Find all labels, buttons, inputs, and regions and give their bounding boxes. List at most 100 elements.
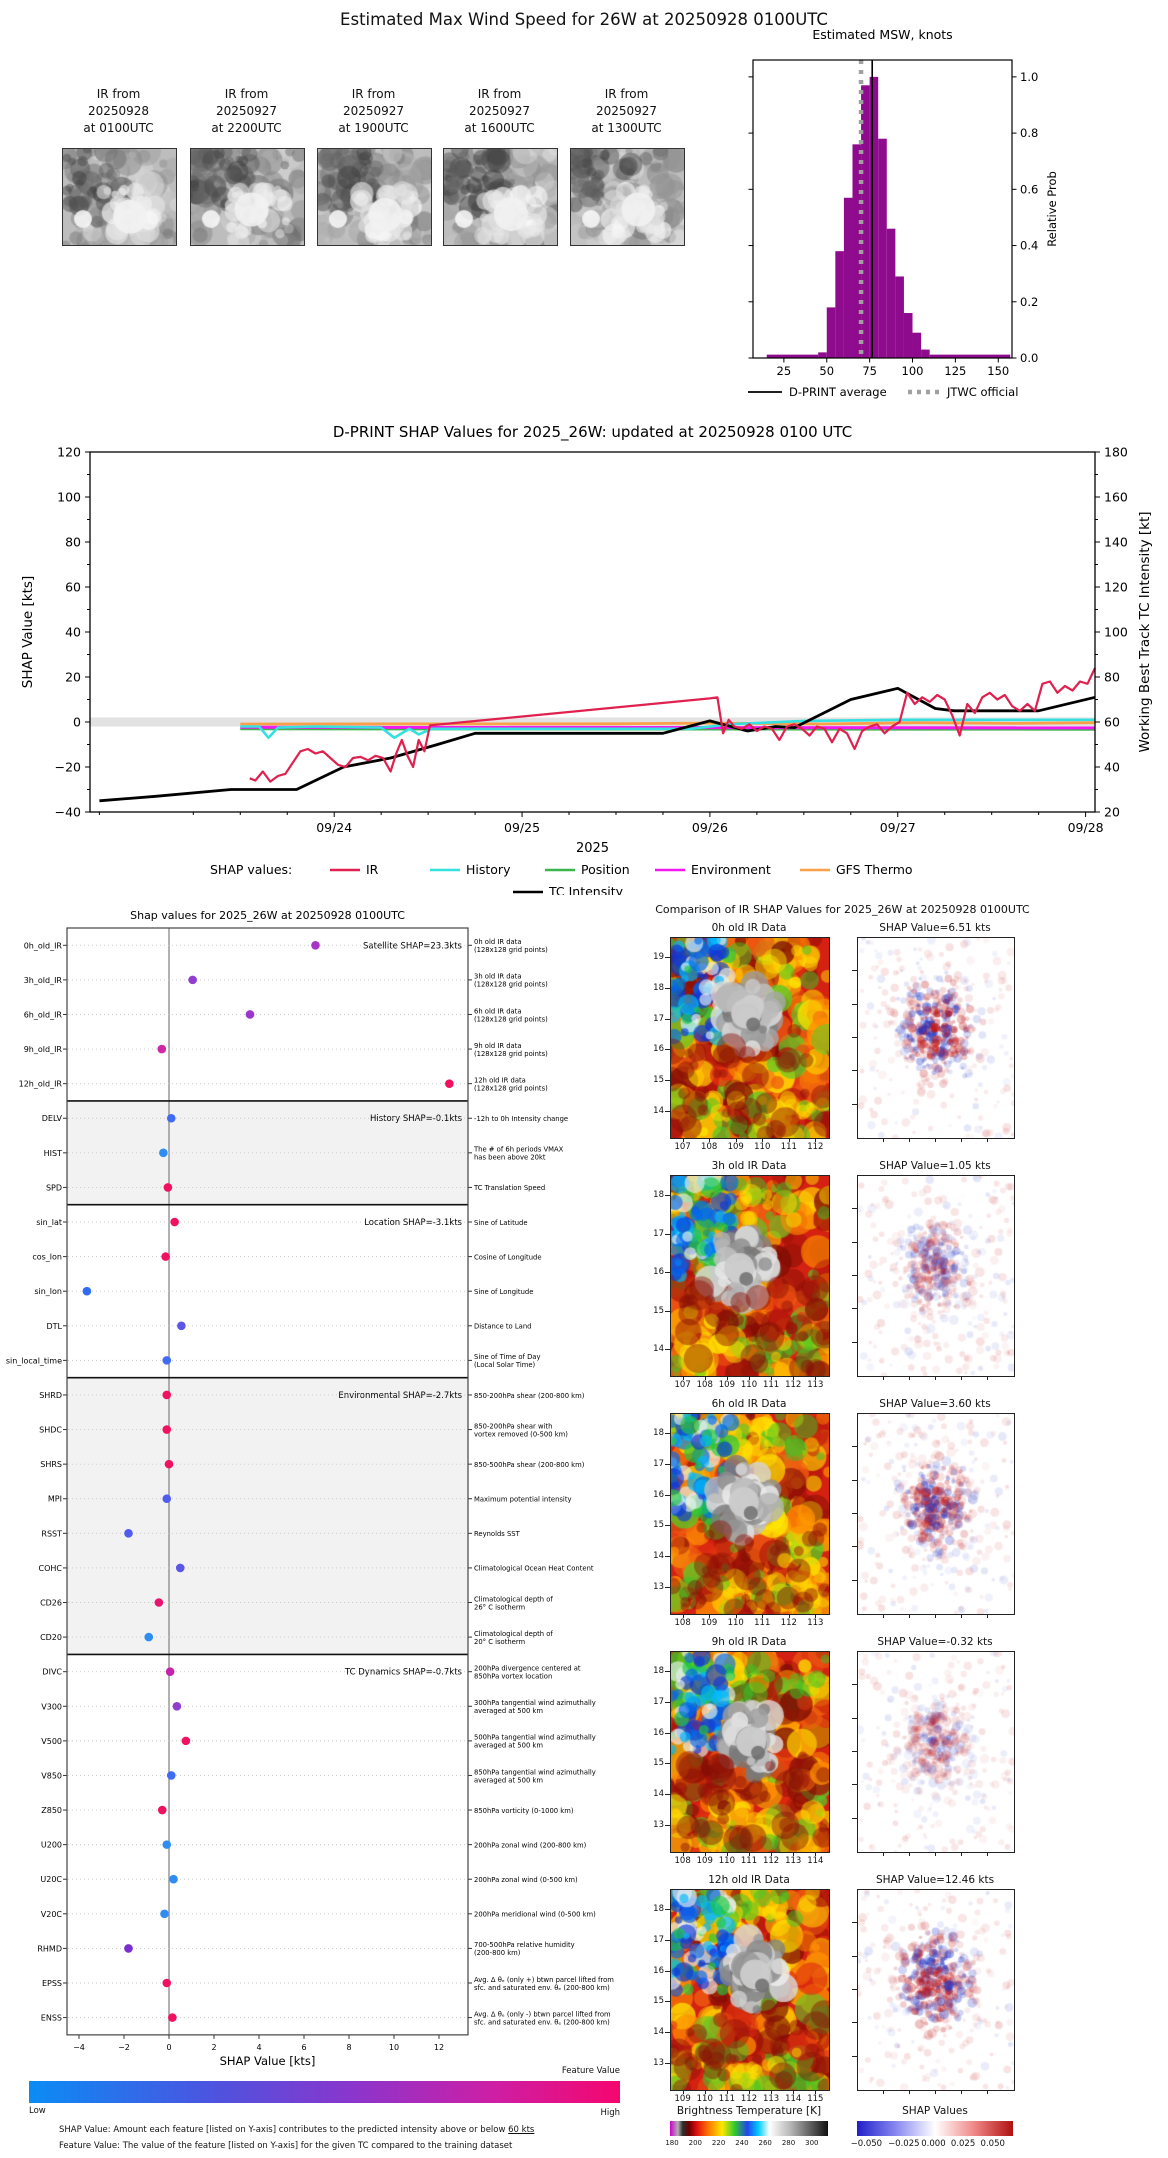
ir-map-ytick: 16 [653, 1044, 664, 1055]
svg-text:120: 120 [1104, 580, 1128, 595]
ir-map-xtick: 112 [807, 1142, 824, 1152]
bt-colorbar-title: Brightness Temperature [K] [676, 2105, 822, 2117]
ir-data-map [670, 1175, 830, 1377]
ir-map-ytick: 13 [653, 1582, 664, 1592]
svg-text:12h_old_IR: 12h_old_IR [19, 1080, 63, 1089]
svg-text:U200: U200 [41, 1841, 62, 1850]
ir-map-xtick: 112 [785, 1380, 802, 1390]
svg-text:has been above 20kt: has been above 20kt [474, 1154, 546, 1162]
ir-map-ytick: 14 [653, 1106, 664, 1116]
ir-map-ytick: 16 [653, 1267, 664, 1277]
svg-text:SHRD: SHRD [39, 1391, 62, 1400]
svg-text:Sine of Latitude: Sine of Latitude [474, 1219, 528, 1227]
svg-text:12h old IR data: 12h old IR data [474, 1076, 526, 1084]
ir-map-ytick: 18 [653, 1904, 664, 1914]
svg-text:6h old IR data: 6h old IR data [474, 1007, 522, 1015]
bt-colorbar-tick: 300 [805, 2139, 819, 2147]
ir-map-xtick: 111 [762, 1380, 780, 1390]
svg-text:850-200hPa shear (200-800 km): 850-200hPa shear (200-800 km) [474, 1392, 585, 1400]
svg-text:(128x128 grid points): (128x128 grid points) [474, 1084, 548, 1092]
ir-map-xtick: 108 [674, 1618, 691, 1628]
svg-text:DELV: DELV [42, 1114, 63, 1123]
svg-text:Environmental SHAP=-2.7kts: Environmental SHAP=-2.7kts [338, 1391, 462, 1401]
feature-value-high-label: High [600, 2108, 620, 2118]
svg-text:1.0: 1.0 [1020, 70, 1038, 84]
svg-text:0h_old_IR: 0h_old_IR [24, 941, 63, 950]
svg-text:Location SHAP=-3.1kts: Location SHAP=-3.1kts [364, 1218, 462, 1228]
ir-map-xtick: 110 [718, 1856, 735, 1866]
ir-map-xtick: 107 [674, 1142, 691, 1152]
ir-map-ytick: 18 [653, 1666, 664, 1676]
footnote-underline-60kts: 60 kts [508, 2125, 535, 2135]
svg-text:−2: −2 [118, 2043, 130, 2052]
svg-text:25: 25 [777, 364, 792, 378]
shap-map-title: SHAP Value=12.46 kts [875, 1874, 995, 1886]
shap-map-title: SHAP Value=6.51 kts [879, 922, 991, 934]
ir-map-title: 3h old IR Data [711, 1160, 787, 1172]
svg-text:180: 180 [1104, 445, 1128, 460]
svg-text:200hPa meridional wind (0-500: 200hPa meridional wind (0-500 km) [474, 1911, 596, 1919]
shap-colorbar-tick: −0.050 [850, 2139, 883, 2149]
svg-text:Position: Position [581, 862, 630, 877]
svg-text:JTWC official: JTWC official [946, 385, 1018, 399]
svg-text:300hPa tangential wind azimuth: 300hPa tangential wind azimuthally [474, 1699, 596, 1707]
ir-map-xtick: 115 [807, 2094, 824, 2104]
svg-text:D-PRINT average: D-PRINT average [789, 385, 887, 399]
svg-text:200hPa divergence centered at: 200hPa divergence centered at [474, 1664, 581, 1672]
shap-value-map [857, 1175, 1015, 1377]
svg-text:averaged at 500 km: averaged at 500 km [474, 1776, 543, 1784]
svg-text:09/24: 09/24 [316, 820, 352, 835]
ir-thumbnail-label: IR from 20250927 at 1600UTC [464, 87, 535, 136]
figure-title: Estimated Max Wind Speed for 26W at 2025… [340, 10, 828, 29]
svg-text:COHC: COHC [39, 1564, 63, 1573]
shap-value-map [857, 1413, 1015, 1615]
svg-text:Distance to Land: Distance to Land [474, 1323, 531, 1331]
ir-map-xtick: 110 [754, 1142, 771, 1152]
svg-text:V850: V850 [41, 1771, 62, 1780]
shap-dotplot-chart: Shap values for 2025_26W at 20250928 010… [6, 909, 614, 2068]
svg-text:-12h to 0h Intensity change: -12h to 0h Intensity change [474, 1115, 568, 1123]
ir-map-xtick: 108 [701, 1142, 718, 1152]
svg-text:sfc. and saturated env. θₑ (20: sfc. and saturated env. θₑ (200-800 km) [474, 2018, 610, 2026]
shap-map-title: SHAP Value=-0.32 kts [877, 1636, 993, 1648]
msw-histogram-chart: Estimated MSW, knots 0.0 0.2 0.4 0.6 0.8 1.0 25… [748, 27, 1059, 399]
svg-text:6: 6 [301, 2043, 306, 2052]
svg-text:U20C: U20C [40, 1875, 62, 1884]
ir-data-map [670, 937, 830, 1139]
svg-text:(Local Solar Time): (Local Solar Time) [474, 1361, 536, 1369]
ir-map-title: 0h old IR Data [711, 922, 787, 934]
ir-map-ytick: 17 [653, 1228, 664, 1239]
ir-thumbnail-label: IR from 20250927 at 1900UTC [338, 87, 409, 136]
svg-text:Working Best Track TC Intensit: Working Best Track TC Intensity [kt] [1137, 511, 1153, 752]
svg-text:−20: −20 [55, 760, 81, 775]
svg-text:DIVC: DIVC [42, 1668, 62, 1677]
svg-text:3h old IR data: 3h old IR data [474, 973, 522, 981]
ir-thumbnail-label: IR from 20250927 at 1300UTC [591, 87, 662, 136]
svg-text:V500: V500 [41, 1737, 62, 1746]
ir-map-xtick: 110 [696, 2094, 713, 2104]
svg-text:Climatological depth of: Climatological depth of [474, 1595, 553, 1603]
ir-map-ytick: 17 [653, 1696, 664, 1707]
svg-text:09/26: 09/26 [692, 820, 728, 835]
svg-text:Climatological depth of: Climatological depth of [474, 1630, 553, 1638]
svg-text:SHAP values:: SHAP values: [210, 862, 292, 877]
svg-text:Estimated MSW, knots: Estimated MSW, knots [812, 27, 952, 42]
ir-map-xtick: 114 [807, 1856, 824, 1866]
svg-text:Avg. Δ θₑ (only -) btwn parcel: Avg. Δ θₑ (only -) btwn parcel lifted fr… [474, 2010, 611, 2018]
svg-text:0.2: 0.2 [1020, 295, 1038, 309]
svg-text:Sine of Time of Day: Sine of Time of Day [474, 1353, 541, 1361]
ir-map-xtick: 111 [754, 1618, 771, 1628]
shap-timeseries-chart: D-PRINT SHAP Values for 2025_26W: update… [20, 423, 1153, 895]
svg-text:26° C isotherm: 26° C isotherm [474, 1603, 526, 1611]
svg-text:(128x128 grid points): (128x128 grid points) [474, 981, 548, 989]
svg-text:Maximum potential intensity: Maximum potential intensity [474, 1496, 572, 1504]
svg-text:6h_old_IR: 6h_old_IR [24, 1010, 63, 1019]
svg-text:80: 80 [1104, 670, 1120, 685]
ir-map-xtick: 107 [674, 1380, 691, 1390]
shap-value-map [857, 1889, 1015, 2091]
ir-map-xtick: 108 [674, 1856, 691, 1866]
ir-map-xtick: 111 [718, 2094, 735, 2104]
svg-text:10: 10 [389, 2043, 399, 2052]
bt-colorbar-tick: 200 [688, 2139, 702, 2147]
